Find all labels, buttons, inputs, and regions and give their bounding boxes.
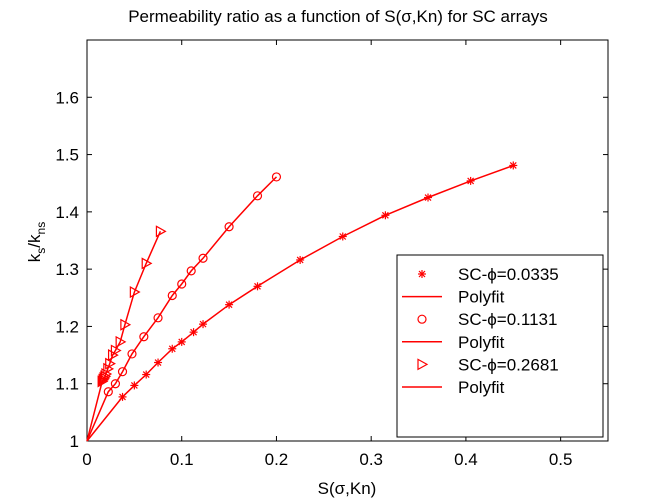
data-point-series-3 xyxy=(101,367,113,380)
data-point-series-1 xyxy=(296,255,305,264)
data-point-series-2 xyxy=(177,279,187,289)
data-point-series-3 xyxy=(100,370,112,383)
data-point-series-3 xyxy=(155,225,167,238)
data-point-series-2 xyxy=(198,253,208,263)
data-point-series-1 xyxy=(189,328,198,337)
legend-label-series-2: SC-ϕ=0.1131 xyxy=(458,310,557,329)
data-point-series-3 xyxy=(99,371,111,385)
axis-ticks: 0 0.1 0.2 0.3 0.4 0.5 1 1.1 1.2 1.3 1.4 1.5 1.6 xyxy=(55,40,608,469)
data-point-series-1 xyxy=(142,370,151,379)
data-point-series-1 xyxy=(253,282,262,291)
data-point-series-3 xyxy=(141,257,153,270)
data-point-series-2 xyxy=(103,387,113,397)
data-point-series-1 xyxy=(177,337,186,346)
data-point-series-1 xyxy=(424,193,433,202)
data-point-series-3 xyxy=(120,318,132,331)
data-point-series-2 xyxy=(252,191,263,201)
data-point-series-1 xyxy=(118,392,127,401)
data-point-series-1 xyxy=(509,161,518,170)
data-point-series-1 xyxy=(168,344,177,353)
data-point-series-2 xyxy=(117,367,128,377)
y-tick-label: 1.2 xyxy=(55,317,79,336)
data-point-series-3 xyxy=(105,357,116,370)
data-markers xyxy=(97,161,518,401)
legend-label-series-1: SC-ϕ=0.0335 xyxy=(458,265,559,284)
legend-label-fit-2: Polyfit xyxy=(458,333,505,352)
x-tick-label: 0.2 xyxy=(265,450,289,469)
x-tick-label: 0.1 xyxy=(170,450,194,469)
chart-title: Permeability ratio as a function of S(σ,… xyxy=(128,7,548,26)
data-point-series-3 xyxy=(115,335,127,348)
x-tick-label: 0.4 xyxy=(454,450,478,469)
data-point-series-1 xyxy=(338,232,347,241)
data-point-series-1 xyxy=(199,320,208,329)
data-point-series-3 xyxy=(98,373,110,386)
y-tick-label: 1.4 xyxy=(55,203,79,222)
x-tick-label: 0.3 xyxy=(359,450,383,469)
legend: SC-ϕ=0.0335 Polyfit SC-ϕ=0.1131 Polyfit SC-ϕ… xyxy=(396,254,604,438)
data-point-series-2 xyxy=(127,349,137,359)
legend-label-series-3: SC-ϕ=0.2681 xyxy=(458,355,559,374)
y-label-base: k xyxy=(25,253,44,262)
legend-box xyxy=(396,254,604,438)
data-point-series-1 xyxy=(381,211,390,220)
x-tick-label: 0 xyxy=(82,450,91,469)
data-point-series-2 xyxy=(186,266,196,276)
data-point-series-3 xyxy=(103,362,115,375)
y-label-sub2: ns xyxy=(34,222,48,235)
data-point-series-1 xyxy=(466,176,475,185)
data-point-series-3 xyxy=(110,344,122,357)
data-point-series-2 xyxy=(153,313,163,323)
data-point-series-3 xyxy=(129,286,141,299)
y-label-sub1: s xyxy=(34,248,48,254)
legend-label-fit-3: Polyfit xyxy=(458,378,505,397)
y-tick-label: 1 xyxy=(70,432,79,451)
data-point-series-1 xyxy=(130,381,139,390)
legend-label-fit-1: Polyfit xyxy=(458,288,505,307)
x-axis-label: S(σ,Kn) xyxy=(318,479,377,498)
data-point-series-2 xyxy=(139,332,149,342)
data-point-series-1 xyxy=(154,358,163,367)
legend-marker-series-3 xyxy=(417,358,429,371)
y-tick-label: 1.1 xyxy=(55,375,79,394)
y-tick-label: 1.3 xyxy=(55,260,79,279)
data-point-series-3 xyxy=(107,349,119,362)
y-tick-label: 1.6 xyxy=(55,88,79,107)
y-label-sep: /k xyxy=(25,234,44,248)
legend-marker-series-2 xyxy=(417,314,427,324)
data-point-series-2 xyxy=(167,290,177,301)
data-point-series-2 xyxy=(224,222,234,232)
y-axis-label: ks/kns xyxy=(25,222,48,262)
y-tick-label: 1.5 xyxy=(55,146,79,165)
legend-marker-series-1 xyxy=(418,270,426,278)
x-tick-label: 0.5 xyxy=(549,450,573,469)
fit-line-series-2 xyxy=(86,176,278,442)
data-point-series-2 xyxy=(110,379,121,389)
data-point-series-1 xyxy=(225,300,234,309)
data-point-series-2 xyxy=(271,172,282,182)
